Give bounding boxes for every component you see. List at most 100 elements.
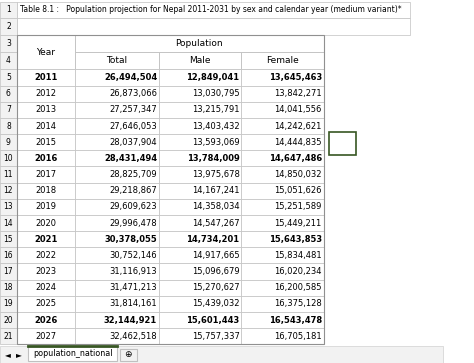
- Bar: [120, 349, 137, 360]
- Text: 30,752,146: 30,752,146: [109, 251, 157, 260]
- Bar: [75, 102, 159, 118]
- Text: 14,647,486: 14,647,486: [269, 154, 322, 163]
- Text: 16: 16: [4, 251, 13, 260]
- Bar: [241, 296, 324, 312]
- Text: 27,646,053: 27,646,053: [109, 122, 157, 131]
- Bar: [159, 215, 241, 231]
- Text: 17: 17: [4, 267, 13, 276]
- Text: 13,403,432: 13,403,432: [192, 122, 239, 131]
- Bar: [17, 231, 75, 247]
- Text: 28,825,709: 28,825,709: [109, 170, 157, 179]
- Text: 13,215,791: 13,215,791: [192, 105, 239, 114]
- Bar: [0, 215, 17, 231]
- Bar: [0, 35, 17, 52]
- Text: 2022: 2022: [36, 251, 56, 260]
- Bar: [17, 18, 410, 35]
- Text: 9: 9: [6, 138, 11, 147]
- Bar: [0, 102, 17, 118]
- Text: 28,431,494: 28,431,494: [104, 154, 157, 163]
- Text: 15,051,626: 15,051,626: [274, 186, 322, 195]
- Bar: [241, 247, 324, 264]
- Text: 13,593,069: 13,593,069: [192, 138, 239, 147]
- Bar: [28, 346, 117, 362]
- Text: 5: 5: [6, 73, 11, 82]
- Bar: [0, 312, 17, 328]
- Text: 12,849,041: 12,849,041: [186, 73, 239, 82]
- Text: 3: 3: [6, 39, 11, 48]
- Text: 31,814,161: 31,814,161: [109, 299, 157, 309]
- Text: ◄: ◄: [5, 350, 10, 359]
- Bar: [17, 199, 75, 215]
- Text: 2015: 2015: [36, 138, 56, 147]
- Text: 13: 13: [4, 203, 13, 211]
- Bar: [241, 199, 324, 215]
- Text: 14,917,665: 14,917,665: [192, 251, 239, 260]
- Bar: [241, 167, 324, 183]
- Bar: [75, 280, 159, 296]
- Text: 14,734,201: 14,734,201: [186, 235, 239, 244]
- Bar: [159, 134, 241, 150]
- Bar: [241, 150, 324, 167]
- Bar: [0, 167, 17, 183]
- Bar: [17, 150, 75, 167]
- Text: Population: Population: [175, 39, 223, 48]
- Text: 11: 11: [4, 170, 13, 179]
- Bar: [159, 312, 241, 328]
- Bar: [17, 134, 75, 150]
- Text: 2027: 2027: [35, 332, 56, 341]
- Bar: [0, 296, 17, 312]
- Bar: [159, 328, 241, 344]
- Text: 2017: 2017: [35, 170, 56, 179]
- Bar: [17, 102, 75, 118]
- Bar: [159, 199, 241, 215]
- Text: 1: 1: [6, 5, 11, 15]
- Bar: [75, 296, 159, 312]
- Text: 14,041,556: 14,041,556: [274, 105, 322, 114]
- Text: 21: 21: [4, 332, 13, 341]
- Bar: [159, 231, 241, 247]
- Text: 15,757,337: 15,757,337: [191, 332, 239, 341]
- Bar: [75, 52, 159, 69]
- Bar: [75, 312, 159, 328]
- Bar: [159, 69, 241, 86]
- Text: 2021: 2021: [34, 235, 57, 244]
- Bar: [241, 86, 324, 102]
- Bar: [159, 247, 241, 264]
- Bar: [159, 150, 241, 167]
- Text: 16,375,128: 16,375,128: [274, 299, 322, 309]
- Text: 13,645,463: 13,645,463: [269, 73, 322, 82]
- Bar: [159, 280, 241, 296]
- Bar: [17, 328, 75, 344]
- Bar: [75, 150, 159, 167]
- Text: 26,494,504: 26,494,504: [104, 73, 157, 82]
- Bar: [241, 134, 324, 150]
- Text: 12: 12: [4, 186, 13, 195]
- Bar: [241, 102, 324, 118]
- Bar: [241, 52, 324, 69]
- Text: 29,996,478: 29,996,478: [109, 219, 157, 228]
- Bar: [17, 35, 324, 344]
- Bar: [159, 86, 241, 102]
- Bar: [241, 183, 324, 199]
- Text: 15,096,679: 15,096,679: [192, 267, 239, 276]
- Bar: [17, 215, 75, 231]
- Bar: [0, 231, 17, 247]
- Text: 16,705,181: 16,705,181: [274, 332, 322, 341]
- Text: population_national: population_national: [33, 349, 112, 358]
- Text: ►: ►: [16, 350, 22, 359]
- Bar: [159, 264, 241, 280]
- Bar: [75, 247, 159, 264]
- Text: 2: 2: [6, 22, 11, 31]
- Bar: [17, 183, 75, 199]
- Bar: [0, 52, 17, 69]
- Bar: [17, 167, 75, 183]
- Bar: [75, 35, 324, 52]
- Text: 15,270,627: 15,270,627: [192, 283, 239, 292]
- Bar: [17, 280, 75, 296]
- Text: 2023: 2023: [35, 267, 56, 276]
- Bar: [241, 215, 324, 231]
- Text: 18: 18: [4, 283, 13, 292]
- Bar: [241, 264, 324, 280]
- Text: Total: Total: [106, 56, 128, 65]
- Bar: [75, 199, 159, 215]
